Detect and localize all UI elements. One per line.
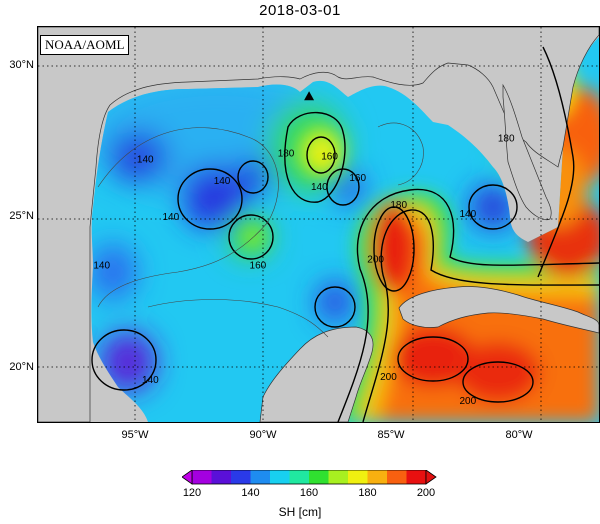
colorbar-tick-label: 200 xyxy=(416,487,436,499)
colorbar-cell xyxy=(387,470,407,484)
lat-tick-label: 25°N xyxy=(9,210,34,222)
colorbar-cell xyxy=(250,470,271,484)
lon-tick-label: 80°W xyxy=(505,429,533,441)
lon-tick-label: 95°W xyxy=(121,429,149,441)
colorbar-cell xyxy=(289,470,310,484)
contour-label: 180 xyxy=(278,149,295,160)
lon-tick-label: 90°W xyxy=(249,429,277,441)
colorbar-cell xyxy=(192,470,212,484)
colorbar xyxy=(182,470,437,485)
data-credit-label: NOAA/AOML xyxy=(40,35,130,55)
contour-label: 160 xyxy=(250,260,267,271)
colorbar-tick-label: 160 xyxy=(299,487,319,499)
contour-label: 160 xyxy=(321,152,338,163)
contour-label: 140 xyxy=(459,209,476,220)
contour-label: 140 xyxy=(137,155,154,166)
colorbar-cell xyxy=(270,470,290,484)
lat-tick-label: 30°N xyxy=(9,59,34,71)
lat-lon-grid xyxy=(38,27,599,422)
contour-lines xyxy=(91,46,599,422)
colorbar-cell xyxy=(328,470,349,484)
contour-label: 140 xyxy=(93,260,110,271)
colorbar-cell xyxy=(348,470,368,484)
colorbar-cell xyxy=(367,470,388,484)
contour-label: 140 xyxy=(162,212,179,223)
contour-label: 140 xyxy=(142,375,159,386)
lon-tick-label: 85°W xyxy=(377,429,405,441)
contour-labels: 140 140 140 140 140 160 180 160 140 160 180 200 140 1… xyxy=(93,91,515,407)
lat-tick-label: 20°N xyxy=(9,361,34,373)
colorbar-cell xyxy=(309,470,329,484)
map-frame: 140 140 140 140 140 160 180 160 140 160 180 200 140 1… xyxy=(37,26,600,423)
contour-label: 140 xyxy=(214,176,231,187)
colorbar-low-arrow xyxy=(182,470,193,485)
contour-lines-thin xyxy=(97,122,424,338)
map-canvas xyxy=(38,27,599,422)
station-marker-icon xyxy=(304,91,315,101)
colorbar-cell xyxy=(406,470,427,484)
contour-label: 180 xyxy=(390,200,407,211)
contour-label: 200 xyxy=(367,254,384,265)
map-title: 2018-03-01 xyxy=(259,2,341,19)
colorbar-cell xyxy=(231,470,251,484)
colorbar-tick-label: 120 xyxy=(182,487,202,499)
contour-label: 180 xyxy=(498,134,515,145)
contour-label: 140 xyxy=(311,182,328,193)
contour-label: 160 xyxy=(349,173,366,184)
colorbar-high-arrow xyxy=(425,470,437,485)
colorbar-tick-label: 140 xyxy=(241,487,260,499)
land-masses xyxy=(38,27,599,422)
contour-label: 200 xyxy=(380,372,397,383)
colorbar-tick-label: 180 xyxy=(358,487,377,499)
contour-label: 200 xyxy=(459,396,476,407)
colorbar-cell xyxy=(211,470,232,484)
colorbar-title: SH [cm] xyxy=(278,505,322,519)
